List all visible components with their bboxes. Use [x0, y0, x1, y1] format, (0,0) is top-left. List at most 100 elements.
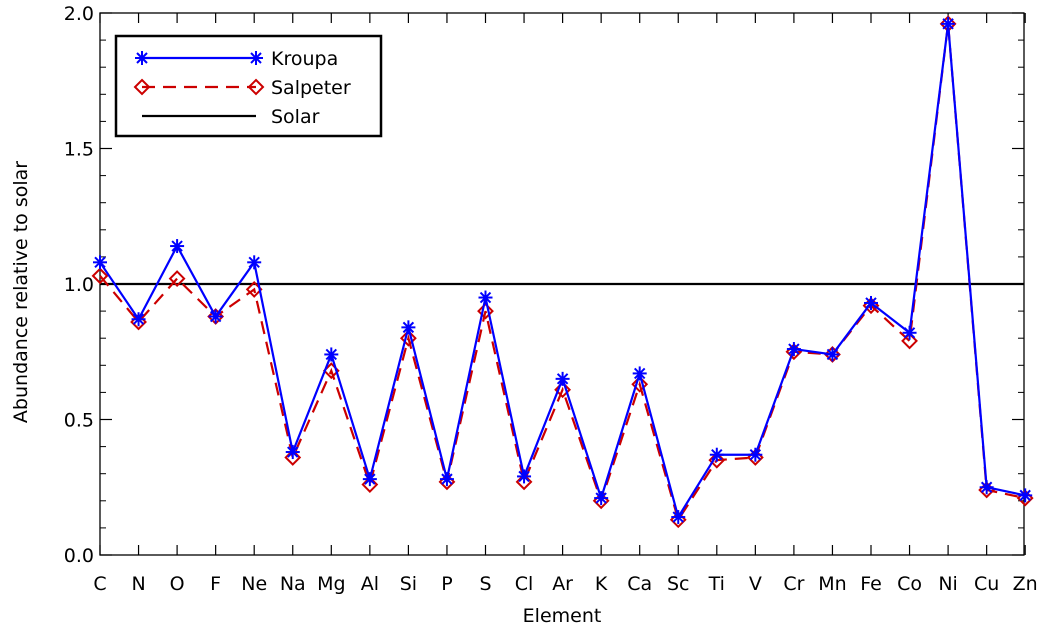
data-point-asterisk	[786, 342, 801, 357]
data-point-asterisk	[324, 347, 339, 362]
data-point-asterisk	[439, 472, 454, 487]
data-point-asterisk	[517, 469, 532, 484]
data-point-diamond	[515, 473, 533, 491]
x-tick-label: S	[479, 573, 491, 595]
x-tick-label: F	[210, 573, 221, 595]
marker-stroke	[788, 343, 800, 355]
x-tick-label: Mg	[317, 573, 345, 595]
marker-stroke	[364, 473, 376, 485]
data-point-diamond	[631, 375, 649, 393]
marker-stroke	[633, 367, 646, 380]
x-axis-label: Element	[523, 605, 602, 627]
data-point-asterisk	[131, 312, 146, 327]
legend-entry-salpeter: Salpeter	[133, 77, 351, 99]
data-point-diamond	[168, 270, 186, 287]
data-point-asterisk	[362, 472, 377, 487]
x-tick-label: Cl	[515, 573, 534, 595]
marker-stroke	[248, 256, 260, 269]
x-tick-label: O	[170, 573, 185, 595]
marker-stroke	[402, 321, 415, 334]
data-point-asterisk	[478, 290, 493, 305]
x-tick-label: Na	[280, 573, 306, 595]
data-point-asterisk	[709, 447, 724, 462]
data-point-asterisk	[864, 295, 878, 310]
axes: 0.0 0.5 1.0 1.5 2.0 C N O F Ne Na Mg Al Si P S Cl Ar K Ca Sc…	[64, 3, 1038, 595]
x-tick-label: Co	[897, 573, 922, 595]
marker-stroke	[672, 511, 684, 523]
marker-stroke	[1019, 489, 1031, 502]
data-point-asterisk	[632, 366, 647, 381]
legend-label: Salpeter	[271, 77, 351, 99]
data-point-asterisk	[249, 51, 263, 65]
data-point-asterisk	[671, 510, 686, 525]
y-tick-label: 2.0	[64, 3, 94, 25]
legend-entry-kroupa: Kroupa	[135, 48, 338, 70]
x-tick-label: Ne	[241, 573, 267, 595]
data-point-diamond	[477, 302, 494, 320]
data-point-asterisk	[902, 325, 917, 340]
marker-stroke	[980, 481, 993, 493]
x-tick-label: K	[595, 573, 608, 595]
marker-stroke	[595, 492, 607, 504]
marker-stroke	[171, 240, 183, 252]
data-point-asterisk	[401, 320, 416, 335]
marker-stroke	[250, 52, 262, 64]
data-point-asterisk	[170, 239, 185, 254]
x-tick-label: Al	[361, 573, 379, 595]
data-point-diamond	[361, 476, 379, 493]
data-point-asterisk	[594, 491, 609, 506]
data-point-asterisk	[135, 51, 149, 65]
marker-stroke	[749, 449, 762, 461]
x-tick-label: V	[749, 573, 762, 595]
marker-stroke	[94, 256, 106, 269]
legend-label: Solar	[271, 106, 320, 128]
marker-stroke	[865, 297, 877, 309]
x-tick-label: Cr	[783, 573, 804, 595]
marker-stroke	[826, 348, 839, 361]
data-point-asterisk	[748, 447, 763, 462]
legend-entry-solar: Solar	[142, 106, 320, 128]
marker-stroke	[556, 373, 569, 385]
marker-stroke	[711, 449, 723, 461]
legend-label: Kroupa	[271, 48, 338, 70]
marker-stroke	[325, 348, 338, 361]
x-tick-label: Zn	[1013, 573, 1038, 595]
x-tick-label: Sc	[667, 573, 690, 595]
y-tick-label: 1.5	[64, 139, 94, 161]
y-tick-label: 0.5	[64, 410, 94, 432]
x-tick-label: Fe	[860, 573, 882, 595]
data-point-diamond	[284, 449, 302, 466]
y-tick-label: 0.0	[64, 545, 94, 567]
legend: Kroupa Salpeter Solar	[114, 34, 383, 138]
data-point-asterisk	[979, 480, 994, 495]
data-point-diamond	[901, 332, 918, 350]
marker-stroke	[518, 470, 530, 483]
x-tick-label: C	[93, 573, 106, 595]
data-point-asterisk	[247, 255, 262, 270]
x-tick-label: N	[131, 573, 145, 595]
data-point-asterisk	[285, 445, 300, 460]
data-point-asterisk	[941, 16, 956, 31]
marker-stroke	[136, 52, 148, 64]
data-point-diamond	[554, 381, 572, 399]
x-tick-label: Ca	[627, 573, 652, 595]
data-point-asterisk	[825, 347, 840, 362]
marker-stroke	[903, 327, 916, 339]
series	[91, 15, 1034, 529]
marker-stroke	[209, 310, 222, 323]
marker-stroke	[132, 313, 145, 325]
marker-stroke	[942, 18, 954, 30]
x-tick-label: Mn	[818, 573, 846, 595]
x-tick-label: Cu	[974, 573, 999, 595]
x-tick-label: Ti	[708, 573, 725, 595]
y-tick-label: 1.0	[64, 274, 94, 296]
x-tick-label: P	[441, 573, 452, 595]
x-tick-label: Si	[400, 573, 417, 595]
x-tick-label: Ni	[938, 573, 958, 595]
data-point-diamond	[91, 267, 109, 285]
data-point-diamond	[133, 78, 151, 96]
marker-stroke	[441, 473, 453, 485]
x-tick-label: Ar	[552, 573, 573, 595]
data-point-diamond	[399, 329, 417, 347]
data-point-diamond	[247, 78, 265, 96]
